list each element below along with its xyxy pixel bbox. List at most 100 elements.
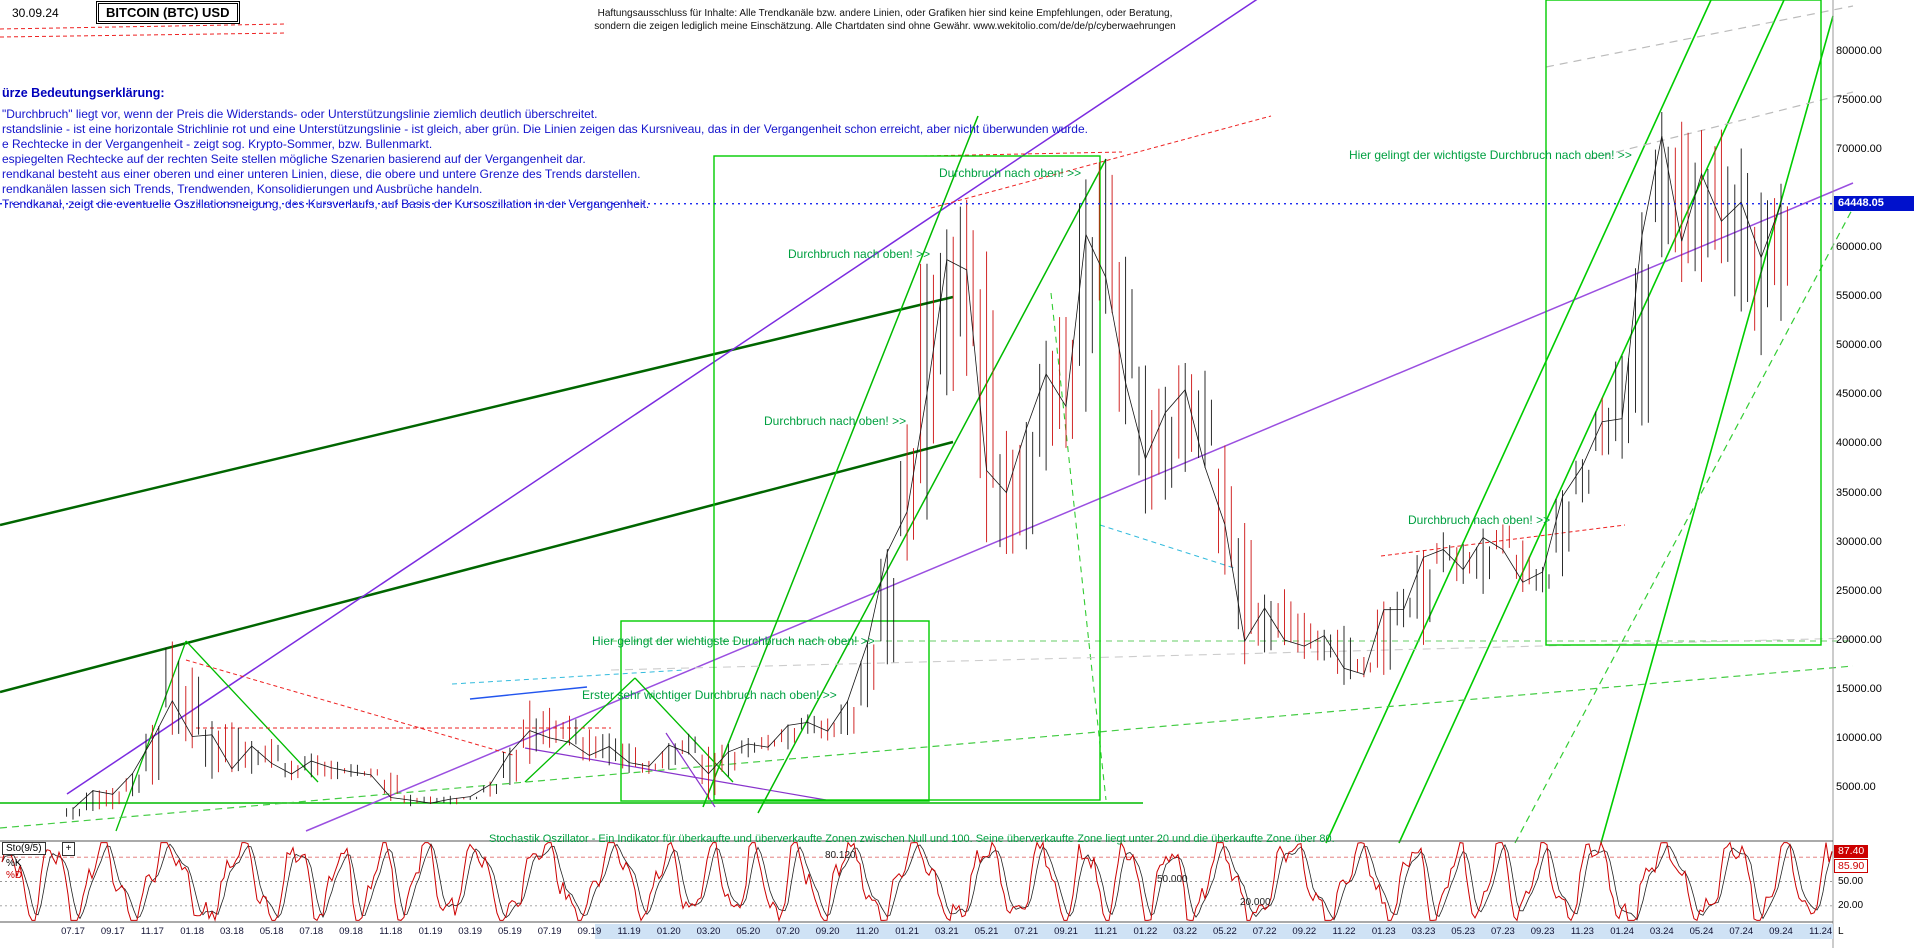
- time-tick-label: 01.24: [1610, 926, 1634, 937]
- explanation-line: "Durchbruch" liegt vor, wenn der Preis d…: [2, 107, 598, 121]
- time-tick-label: 11.24: [1809, 926, 1833, 937]
- chart-title: BITCOIN (BTC) USD: [96, 1, 240, 24]
- time-tick-label: 11.20: [855, 926, 879, 937]
- explanation-line: espiegelten Rechtecke auf der rechten Se…: [2, 152, 586, 166]
- explanation-line: rstandslinie - ist eine horizontale Stri…: [2, 122, 1088, 136]
- price-tick-label: 10000.00: [1836, 732, 1882, 745]
- scenario-rect: [620, 620, 930, 802]
- time-tick-label: 01.23: [1371, 926, 1396, 937]
- trend-line: [757, 158, 1107, 814]
- breakout-annotation: Durchbruch nach oben! >>: [764, 414, 907, 428]
- time-tick-label: 01.18: [180, 926, 205, 937]
- time-axis-scrollbar[interactable]: [595, 924, 1833, 939]
- scenario-rects-layer: [620, 0, 1822, 802]
- time-tick-label: 01.19: [418, 926, 443, 937]
- time-tick-label: 03.19: [458, 926, 483, 937]
- trend-line: [451, 669, 685, 685]
- breakout-annotation: Hier gelingt der wichtigste Durchbruch n…: [592, 634, 875, 648]
- oscillator-axis-label: 50.00: [1838, 875, 1864, 887]
- explanation-block: ürze Bedeutungserklärung: "Durchbruch" l…: [2, 86, 1088, 212]
- explanation-line: rendkanal besteht aus einer oberen und e…: [2, 167, 641, 181]
- breakout-annotation: Durchbruch nach oben! >>: [1408, 513, 1551, 527]
- trend-line: [930, 115, 1272, 209]
- time-tick-label: 07.18: [299, 926, 324, 937]
- current-price-badge: 64448.05: [1834, 196, 1914, 211]
- price-tick-label: 30000.00: [1836, 535, 1882, 548]
- price-tick-label: 40000.00: [1836, 437, 1882, 450]
- trend-line: [665, 732, 716, 808]
- chart-date: 30.09.24: [12, 6, 59, 20]
- price-tick-label: 55000.00: [1836, 290, 1882, 303]
- time-tick-label: 03.22: [1173, 926, 1198, 937]
- scenario-rect: [1545, 0, 1822, 646]
- time-tick-label: 01.22: [1133, 926, 1158, 937]
- time-tick-label: 01.21: [895, 926, 919, 937]
- time-tick-label: 05.24: [1689, 926, 1714, 937]
- time-tick-label: 05.23: [1451, 926, 1476, 937]
- trend-line: [1050, 292, 1107, 801]
- oscillator-level-label: 80.120: [825, 850, 856, 861]
- time-tick-label: 07.22: [1252, 926, 1277, 937]
- time-tick-label: 07.17: [61, 926, 85, 937]
- trend-line: [469, 686, 588, 700]
- time-tick-label: 09.21: [1054, 926, 1078, 937]
- price-tick-label: 75000.00: [1836, 93, 1882, 106]
- trend-line: [524, 747, 827, 801]
- time-tick-label: 09.20: [815, 926, 840, 937]
- price-tick-label: 50000.00: [1836, 339, 1882, 352]
- time-tick-label: 03.18: [219, 926, 244, 937]
- time-tick-label: 03.21: [934, 926, 959, 937]
- time-tick-label: 09.19: [577, 926, 602, 937]
- explanation-lines: "Durchbruch" liegt vor, wenn der Preis d…: [2, 107, 1088, 212]
- oscillator-level-label: 50.000: [1157, 874, 1188, 885]
- time-tick-label: 05.18: [259, 926, 284, 937]
- price-tick-label: 45000.00: [1836, 388, 1882, 401]
- disclaimer-line2: sondern die zeigen lediglich meine Einsc…: [594, 21, 1176, 32]
- time-tick-label: 07.20: [776, 926, 800, 937]
- time-tick-label: 09.18: [339, 926, 363, 937]
- stochastic-indicator-label[interactable]: Sto(9/5): [2, 842, 46, 855]
- trend-line: [1588, 91, 1854, 160]
- trend-line: [185, 640, 319, 783]
- time-tick-label: 11.23: [1570, 926, 1594, 937]
- axis-scale-toggle[interactable]: L: [1838, 926, 1844, 937]
- axes-layer: [0, 0, 1834, 948]
- time-tick-label: 05.22: [1212, 926, 1237, 937]
- time-tick-label: 09.23: [1530, 926, 1555, 937]
- stochastic-d-line: [1, 843, 1833, 921]
- trend-line: [922, 151, 1123, 157]
- time-tick-label: 05.19: [498, 926, 522, 937]
- breakout-annotation: Hier gelingt der wichtigste Durchbruch n…: [1349, 148, 1632, 162]
- breakout-annotation: Durchbruch nach oben! >>: [788, 247, 931, 261]
- trend-line: [0, 295, 954, 527]
- trend-line: [1545, 5, 1854, 68]
- time-tick-label: 05.21: [974, 926, 999, 937]
- time-tick-label: 09.22: [1292, 926, 1317, 937]
- price-tick-label: 70000.00: [1836, 142, 1882, 155]
- price-tick-label: 35000.00: [1836, 486, 1882, 499]
- price-tick-label: 5000.00: [1836, 781, 1876, 794]
- time-tick-label: 03.23: [1411, 926, 1436, 937]
- time-tick-label: 11.18: [379, 926, 403, 937]
- explanation-line: Trendkanal, zeigt die eventuelle Oszilla…: [2, 197, 650, 211]
- trend-line: [115, 640, 187, 832]
- oscillator-layer: [0, 840, 1833, 923]
- oscillator-level-label: 20.000: [1240, 897, 1271, 908]
- price-tick-label: 80000.00: [1836, 44, 1882, 57]
- add-indicator-button[interactable]: +: [62, 842, 75, 856]
- price-tick-label: 20000.00: [1836, 633, 1882, 646]
- explanation-line: rendkanälen lassen sich Trends, Trendwen…: [2, 182, 483, 196]
- stochastic-k-label: %K: [6, 858, 22, 869]
- time-tick-label: 07.21: [1014, 926, 1039, 937]
- explanation-line: e Rechtecke in der Vergangenheit - zeigt…: [2, 137, 433, 151]
- trend-line: [1398, 0, 1785, 844]
- time-tick-label: 07.23: [1491, 926, 1515, 937]
- stochastic-d-value: 85.90: [1834, 859, 1869, 873]
- trend-line: [1325, 0, 1712, 844]
- trend-line: [1099, 524, 1235, 569]
- time-tick-label: 03.24: [1649, 926, 1674, 937]
- explanation-heading: ürze Bedeutungserklärung:: [2, 86, 165, 100]
- close-line: [72, 136, 1782, 809]
- price-series-layer: [66, 112, 1788, 820]
